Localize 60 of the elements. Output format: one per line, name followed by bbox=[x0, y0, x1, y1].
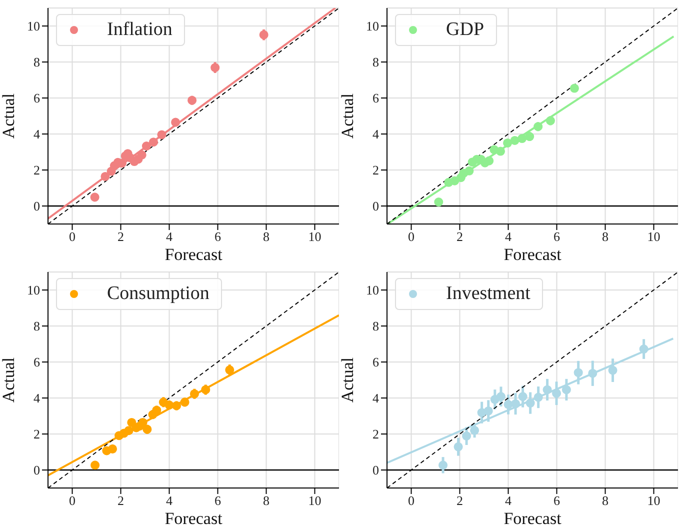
x-tick-label: 10 bbox=[308, 229, 322, 244]
x-tick-label: 0 bbox=[408, 493, 414, 508]
x-axis-title: Forecast bbox=[164, 245, 223, 264]
y-axis-title: Actual bbox=[0, 357, 18, 403]
x-tick-label: 4 bbox=[505, 493, 512, 508]
x-tick-label: 2 bbox=[456, 493, 463, 508]
y-axis-title: Actual bbox=[338, 93, 358, 139]
legend-label: GDP bbox=[446, 19, 484, 41]
x-tick-label: 4 bbox=[166, 493, 173, 508]
legend-label: Inflation bbox=[107, 19, 172, 41]
x-axis-title: Forecast bbox=[164, 509, 223, 528]
y-tick-label: 2 bbox=[34, 162, 40, 178]
y-tick-label: 0 bbox=[372, 198, 379, 214]
x-tick-label: 2 bbox=[118, 493, 124, 508]
y-tick-label: 6 bbox=[34, 354, 40, 370]
x-tick-label: 0 bbox=[69, 229, 76, 244]
y-tick-label: 6 bbox=[34, 90, 40, 106]
y-axis-title: Actual bbox=[0, 93, 18, 139]
y-tick-label: 0 bbox=[34, 462, 40, 478]
x-tick-label: 10 bbox=[647, 229, 660, 244]
y-tick-label: 10 bbox=[27, 18, 40, 34]
x-tick-label: 0 bbox=[69, 493, 76, 508]
x-tick-label: 10 bbox=[308, 493, 322, 508]
x-tick-label: 2 bbox=[456, 229, 463, 244]
x-tick-label: 6 bbox=[214, 229, 222, 244]
legend-label: Investment bbox=[446, 283, 530, 305]
x-tick-label: 8 bbox=[263, 229, 270, 244]
y-tick-label: 8 bbox=[34, 54, 40, 70]
y-tick-label: 2 bbox=[372, 426, 379, 442]
x-tick-label: 10 bbox=[647, 493, 660, 508]
x-axis-title: Forecast bbox=[504, 245, 562, 264]
y-tick-label: 10 bbox=[366, 282, 379, 298]
x-tick-label: 4 bbox=[505, 229, 512, 244]
x-tick-label: 6 bbox=[214, 493, 222, 508]
y-tick-label: 4 bbox=[34, 390, 40, 406]
y-tick-label: 8 bbox=[34, 318, 40, 334]
y-tick-label: 8 bbox=[372, 54, 379, 70]
x-tick-label: 8 bbox=[602, 229, 608, 244]
x-tick-label: 6 bbox=[554, 229, 560, 244]
y-tick-label: 2 bbox=[34, 426, 40, 442]
y-tick-label: 6 bbox=[372, 90, 380, 106]
y-tick-label: 10 bbox=[27, 282, 40, 298]
y-tick-label: 2 bbox=[372, 162, 379, 178]
y-tick-label: 0 bbox=[34, 198, 40, 214]
y-tick-label: 4 bbox=[372, 126, 380, 142]
x-axis-title: Forecast bbox=[504, 509, 562, 528]
y-tick-label: 4 bbox=[372, 390, 380, 406]
y-tick-label: 4 bbox=[34, 126, 40, 142]
y-tick-label: 8 bbox=[372, 318, 379, 334]
x-tick-label: 6 bbox=[554, 493, 560, 508]
x-tick-label: 8 bbox=[602, 493, 608, 508]
x-tick-label: 2 bbox=[118, 229, 124, 244]
y-tick-label: 6 bbox=[372, 354, 380, 370]
x-tick-label: 8 bbox=[263, 493, 270, 508]
y-tick-label: 10 bbox=[366, 18, 379, 34]
x-tick-label: 4 bbox=[166, 229, 173, 244]
x-tick-label: 0 bbox=[408, 229, 414, 244]
legend-label: Consumption bbox=[107, 283, 210, 305]
y-tick-label: 0 bbox=[372, 462, 379, 478]
y-axis-title: Actual bbox=[338, 357, 358, 403]
